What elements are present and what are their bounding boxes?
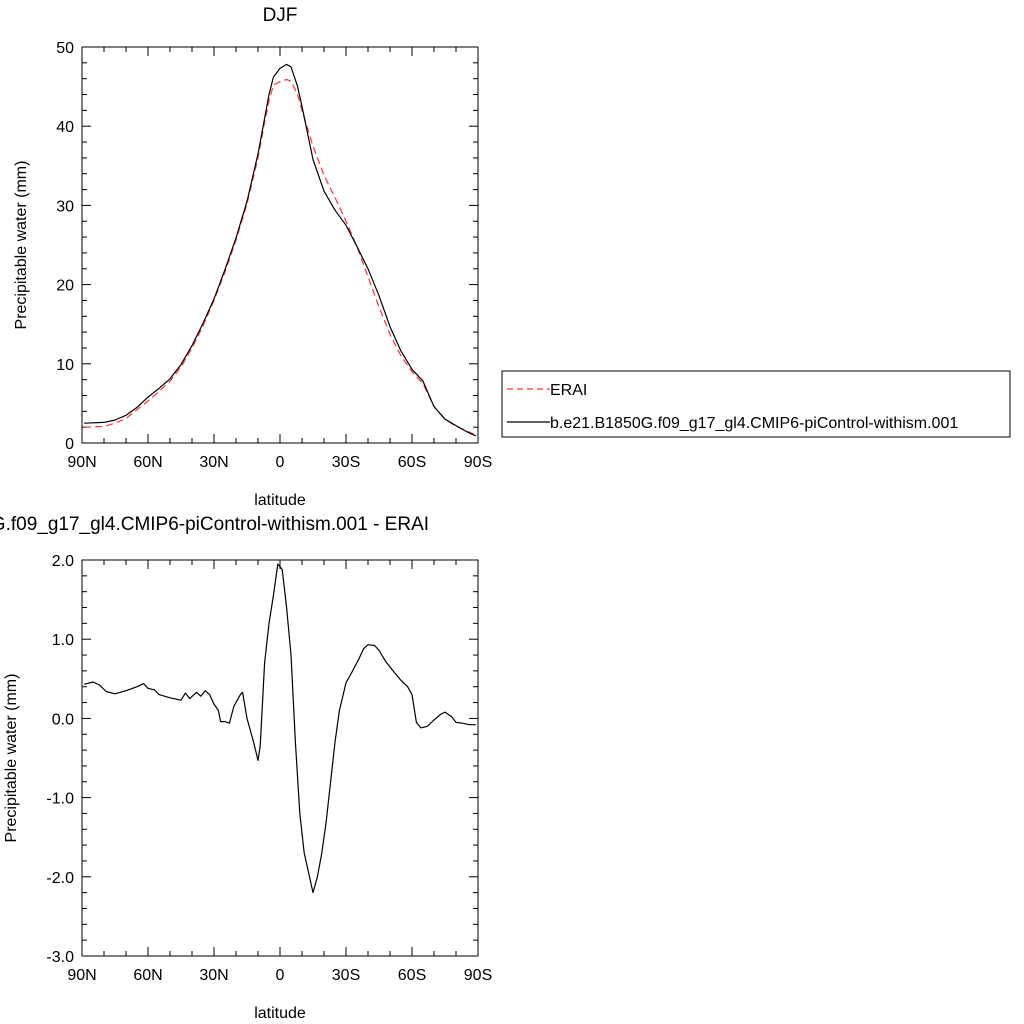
y-tick-label: 40 — [56, 119, 74, 136]
bottom-x-tick-labels: 90N 60N 30N 0 30S 60S 90S — [67, 967, 492, 984]
bottom-plot-title: 1.B1850G.f09_g17_gl4.CMIP6-piControl-wit… — [0, 514, 429, 535]
top-ticks — [81, 46, 479, 444]
y-tick-label: 1.0 — [52, 632, 74, 649]
bottom-x-axis-title: latitude — [254, 1005, 306, 1022]
erai-series-line — [84, 78, 477, 436]
x-tick-label: 30S — [332, 967, 360, 984]
top-series — [84, 63, 477, 437]
top-plot-title: DJF — [263, 5, 298, 26]
y-tick-label: 30 — [56, 198, 74, 215]
difference-series-line — [84, 563, 476, 894]
y-tick-label: -3.0 — [46, 949, 74, 966]
y-tick-label: 0 — [65, 436, 74, 453]
y-tick-label: -1.0 — [46, 791, 74, 808]
x-tick-label: 90N — [67, 454, 96, 471]
x-tick-label: 0 — [276, 967, 285, 984]
x-tick-label: 30N — [199, 967, 228, 984]
y-tick-label: -2.0 — [46, 870, 74, 887]
x-tick-label: 60N — [133, 967, 162, 984]
x-tick-label: 30N — [199, 454, 228, 471]
y-tick-label: 10 — [56, 357, 74, 374]
bottom-y-tick-labels: -3.0 -2.0 -1.0 0.0 1.0 2.0 — [46, 553, 74, 966]
x-tick-label: 90S — [464, 967, 492, 984]
bottom-y-axis-title: Precipitable water (mm) — [3, 674, 20, 843]
top-y-axis-title: Precipitable water (mm) — [13, 161, 30, 330]
legend: ERAI b.e21.B1850G.f09_g17_gl4.CMIP6-piCo… — [501, 370, 1011, 438]
x-tick-label: 60S — [398, 967, 426, 984]
top-x-axis-title: latitude — [254, 492, 306, 509]
bottom-panel: 1.B1850G.f09_g17_gl4.CMIP6-piControl-wit… — [0, 514, 492, 1022]
bottom-plot-frame — [81, 559, 479, 957]
legend-box — [501, 370, 1011, 438]
x-tick-label: 30S — [332, 454, 360, 471]
top-panel: DJF 0 10 20 30 40 50 90N 60N 30N 0 30S 60S 90S lati… — [13, 5, 492, 509]
x-tick-label: 0 — [276, 454, 285, 471]
top-y-tick-labels: 0 10 20 30 40 50 — [56, 40, 74, 453]
y-tick-label: 50 — [56, 40, 74, 57]
x-tick-label: 60N — [133, 454, 162, 471]
x-tick-label: 90S — [464, 454, 492, 471]
legend-erai-label: ERAI — [550, 382, 587, 399]
y-tick-label: 20 — [56, 278, 74, 295]
legend-model-label: b.e21.B1850G.f09_g17_gl4.CMIP6-piControl… — [550, 415, 958, 432]
top-plot-frame — [81, 46, 479, 444]
y-tick-label: 0.0 — [52, 711, 74, 728]
bottom-series — [84, 563, 476, 894]
b-e21-b1850g-f09-g17-gl4-cmip6-picontrol-withism-001-series-line — [84, 63, 477, 437]
x-tick-label: 60S — [398, 454, 426, 471]
top-x-tick-labels: 90N 60N 30N 0 30S 60S 90S — [67, 454, 492, 471]
x-tick-label: 90N — [67, 967, 96, 984]
bottom-ticks — [81, 559, 479, 957]
y-tick-label: 2.0 — [52, 553, 74, 570]
